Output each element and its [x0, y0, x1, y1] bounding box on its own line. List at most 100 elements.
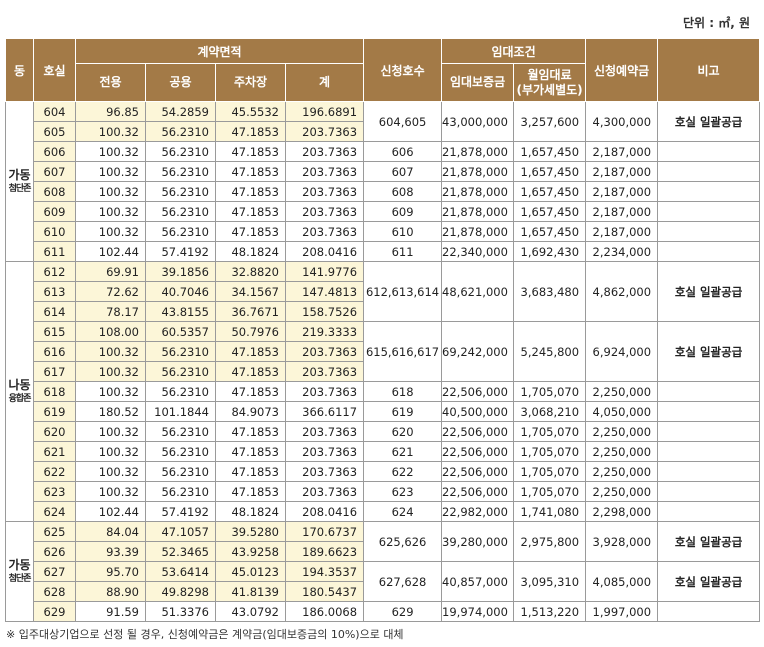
table-row: 623 100.32 56.2310 47.1853 203.7363 623 22,506… — [6, 481, 761, 502]
parking-area-cell: 47.1853 — [215, 141, 286, 162]
exclusive-area-cell: 100.32 — [75, 341, 146, 362]
deposit-cell: 21,878,000 — [441, 141, 515, 162]
total-area-cell: 158.7526 — [284, 301, 365, 322]
deposit-cell: 69,242,000 — [441, 321, 515, 382]
total-area-cell: 203.7363 — [284, 141, 365, 162]
room-cell: 607 — [33, 161, 76, 182]
room-cell: 628 — [33, 581, 76, 602]
dong-zone: 첨단존 — [8, 573, 32, 584]
reservation-cell: 4,300,000 — [585, 101, 659, 142]
exclusive-area-cell: 180.52 — [75, 401, 146, 422]
parking-area-cell: 47.1853 — [215, 121, 286, 142]
reservation-cell: 2,187,000 — [585, 201, 659, 222]
rental-table: 동 호실 계약면적 신청호수 임대조건 신청예약금 비고 전용 공용 주차장 계… — [5, 38, 761, 622]
apply-rooms-cell: 608 — [363, 181, 443, 202]
common-area-cell: 56.2310 — [145, 161, 216, 182]
exclusive-area-cell: 100.32 — [75, 221, 146, 242]
monthly-rent-cell: 1,657,450 — [513, 221, 587, 242]
deposit-cell: 22,340,000 — [441, 241, 515, 262]
table-row: 620 100.32 56.2310 47.1853 203.7363 620 22,506… — [6, 421, 761, 442]
exclusive-area-cell: 91.59 — [75, 601, 146, 622]
room-cell: 618 — [33, 381, 76, 402]
table-row: 614 78.17 43.8155 36.7671 158.7526 — [6, 301, 760, 322]
apply-rooms-cell: 604,605 — [363, 101, 443, 142]
footnote: ※ 입주대상기업으로 선정 될 경우, 신청예약금은 계약금(임대보증금의 10… — [6, 628, 404, 641]
room-cell: 605 — [33, 121, 76, 142]
monthly-rent-cell: 1,657,450 — [513, 181, 587, 202]
header-reservation: 신청예약금 — [585, 38, 659, 102]
header-total: 계 — [284, 63, 365, 102]
total-area-cell: 147.4813 — [284, 281, 365, 302]
room-cell: 629 — [33, 601, 76, 622]
remarks-cell — [657, 441, 761, 462]
exclusive-area-cell: 102.44 — [75, 501, 146, 522]
total-area-cell: 366.6117 — [284, 401, 365, 422]
monthly-rent-cell: 3,257,600 — [513, 101, 587, 142]
monthly-rent-cell: 1,657,450 — [513, 201, 587, 222]
table-row: 616 100.32 56.2310 47.1853 203.7363 — [6, 341, 760, 362]
monthly-rent-cell: 2,975,800 — [513, 521, 587, 562]
exclusive-area-cell: 72.62 — [75, 281, 146, 302]
parking-area-cell: 41.8139 — [215, 581, 286, 602]
apply-rooms-cell: 620 — [363, 421, 443, 442]
exclusive-area-cell: 78.17 — [75, 301, 146, 322]
unit-label: 단위 : ㎡, 원 — [682, 16, 750, 30]
table-row: 609 100.32 56.2310 47.1853 203.7363 609 21,878… — [6, 201, 761, 222]
dong-name: 가동 — [8, 557, 31, 572]
table-row: 617 100.32 56.2310 47.1853 203.7363 — [6, 361, 760, 382]
reservation-cell: 2,298,000 — [585, 501, 659, 522]
reservation-cell: 4,862,000 — [585, 261, 659, 322]
reservation-cell: 2,250,000 — [585, 481, 659, 502]
total-area-cell: 203.7363 — [284, 201, 365, 222]
apply-rooms-cell: 609 — [363, 201, 443, 222]
parking-area-cell: 36.7671 — [215, 301, 286, 322]
common-area-cell: 56.2310 — [145, 341, 216, 362]
total-area-cell: 203.7363 — [284, 381, 365, 402]
reservation-cell: 2,187,000 — [585, 161, 659, 182]
common-area-cell: 56.2310 — [145, 381, 216, 402]
common-area-cell: 56.2310 — [145, 461, 216, 482]
table-row: 606 100.32 56.2310 47.1853 203.7363 606 21,878… — [6, 141, 761, 162]
table-row: 608 100.32 56.2310 47.1853 203.7363 608 21,878… — [6, 181, 761, 202]
room-cell: 623 — [33, 481, 76, 502]
apply-rooms-cell: 621 — [363, 441, 443, 462]
deposit-cell: 39,280,000 — [441, 521, 515, 562]
monthly-rent-cell: 1,705,070 — [513, 421, 587, 442]
table-row: 615 108.00 60.5357 50.7976 219.3333 615,616,6… — [6, 321, 761, 382]
dong-name: 나동 — [8, 377, 31, 392]
header-rent-terms: 임대조건 — [441, 38, 587, 64]
remarks-cell: 호실 일괄공급 — [657, 101, 761, 142]
exclusive-area-cell: 100.32 — [75, 461, 146, 482]
apply-rooms-cell: 622 — [363, 461, 443, 482]
dong-cell: 나동 융합존 — [5, 261, 34, 522]
common-area-cell: 56.2310 — [145, 201, 216, 222]
parking-area-cell: 34.1567 — [215, 281, 286, 302]
parking-area-cell: 47.1853 — [215, 481, 286, 502]
exclusive-area-cell: 100.32 — [75, 381, 146, 402]
total-area-cell: 203.7363 — [284, 461, 365, 482]
common-area-cell: 47.1057 — [145, 521, 216, 542]
apply-rooms-cell: 611 — [363, 241, 443, 262]
deposit-cell: 48,621,000 — [441, 261, 515, 322]
apply-rooms-cell: 615,616,617 — [363, 321, 443, 382]
deposit-cell: 22,506,000 — [441, 481, 515, 502]
remarks-cell — [657, 401, 761, 422]
dong-cell: 가동 첨단존 — [5, 521, 34, 622]
header-monthly-rent-label: 월임대료 — [527, 67, 572, 82]
common-area-cell: 52.3465 — [145, 541, 216, 562]
table-row: 622 100.32 56.2310 47.1853 203.7363 622 22,506… — [6, 461, 761, 482]
common-area-cell: 54.2859 — [145, 101, 216, 122]
apply-rooms-cell: 606 — [363, 141, 443, 162]
header-apply-rooms: 신청호수 — [363, 38, 443, 102]
header-parking: 주차장 — [215, 63, 286, 102]
common-area-cell: 56.2310 — [145, 421, 216, 442]
monthly-rent-cell: 1,705,070 — [513, 461, 587, 482]
room-cell: 611 — [33, 241, 76, 262]
total-area-cell: 203.7363 — [284, 181, 365, 202]
room-cell: 622 — [33, 461, 76, 482]
remarks-cell — [657, 181, 761, 202]
common-area-cell: 56.2310 — [145, 441, 216, 462]
remarks-cell — [657, 161, 761, 182]
common-area-cell: 49.8298 — [145, 581, 216, 602]
apply-rooms-cell: 627,628 — [363, 561, 443, 602]
